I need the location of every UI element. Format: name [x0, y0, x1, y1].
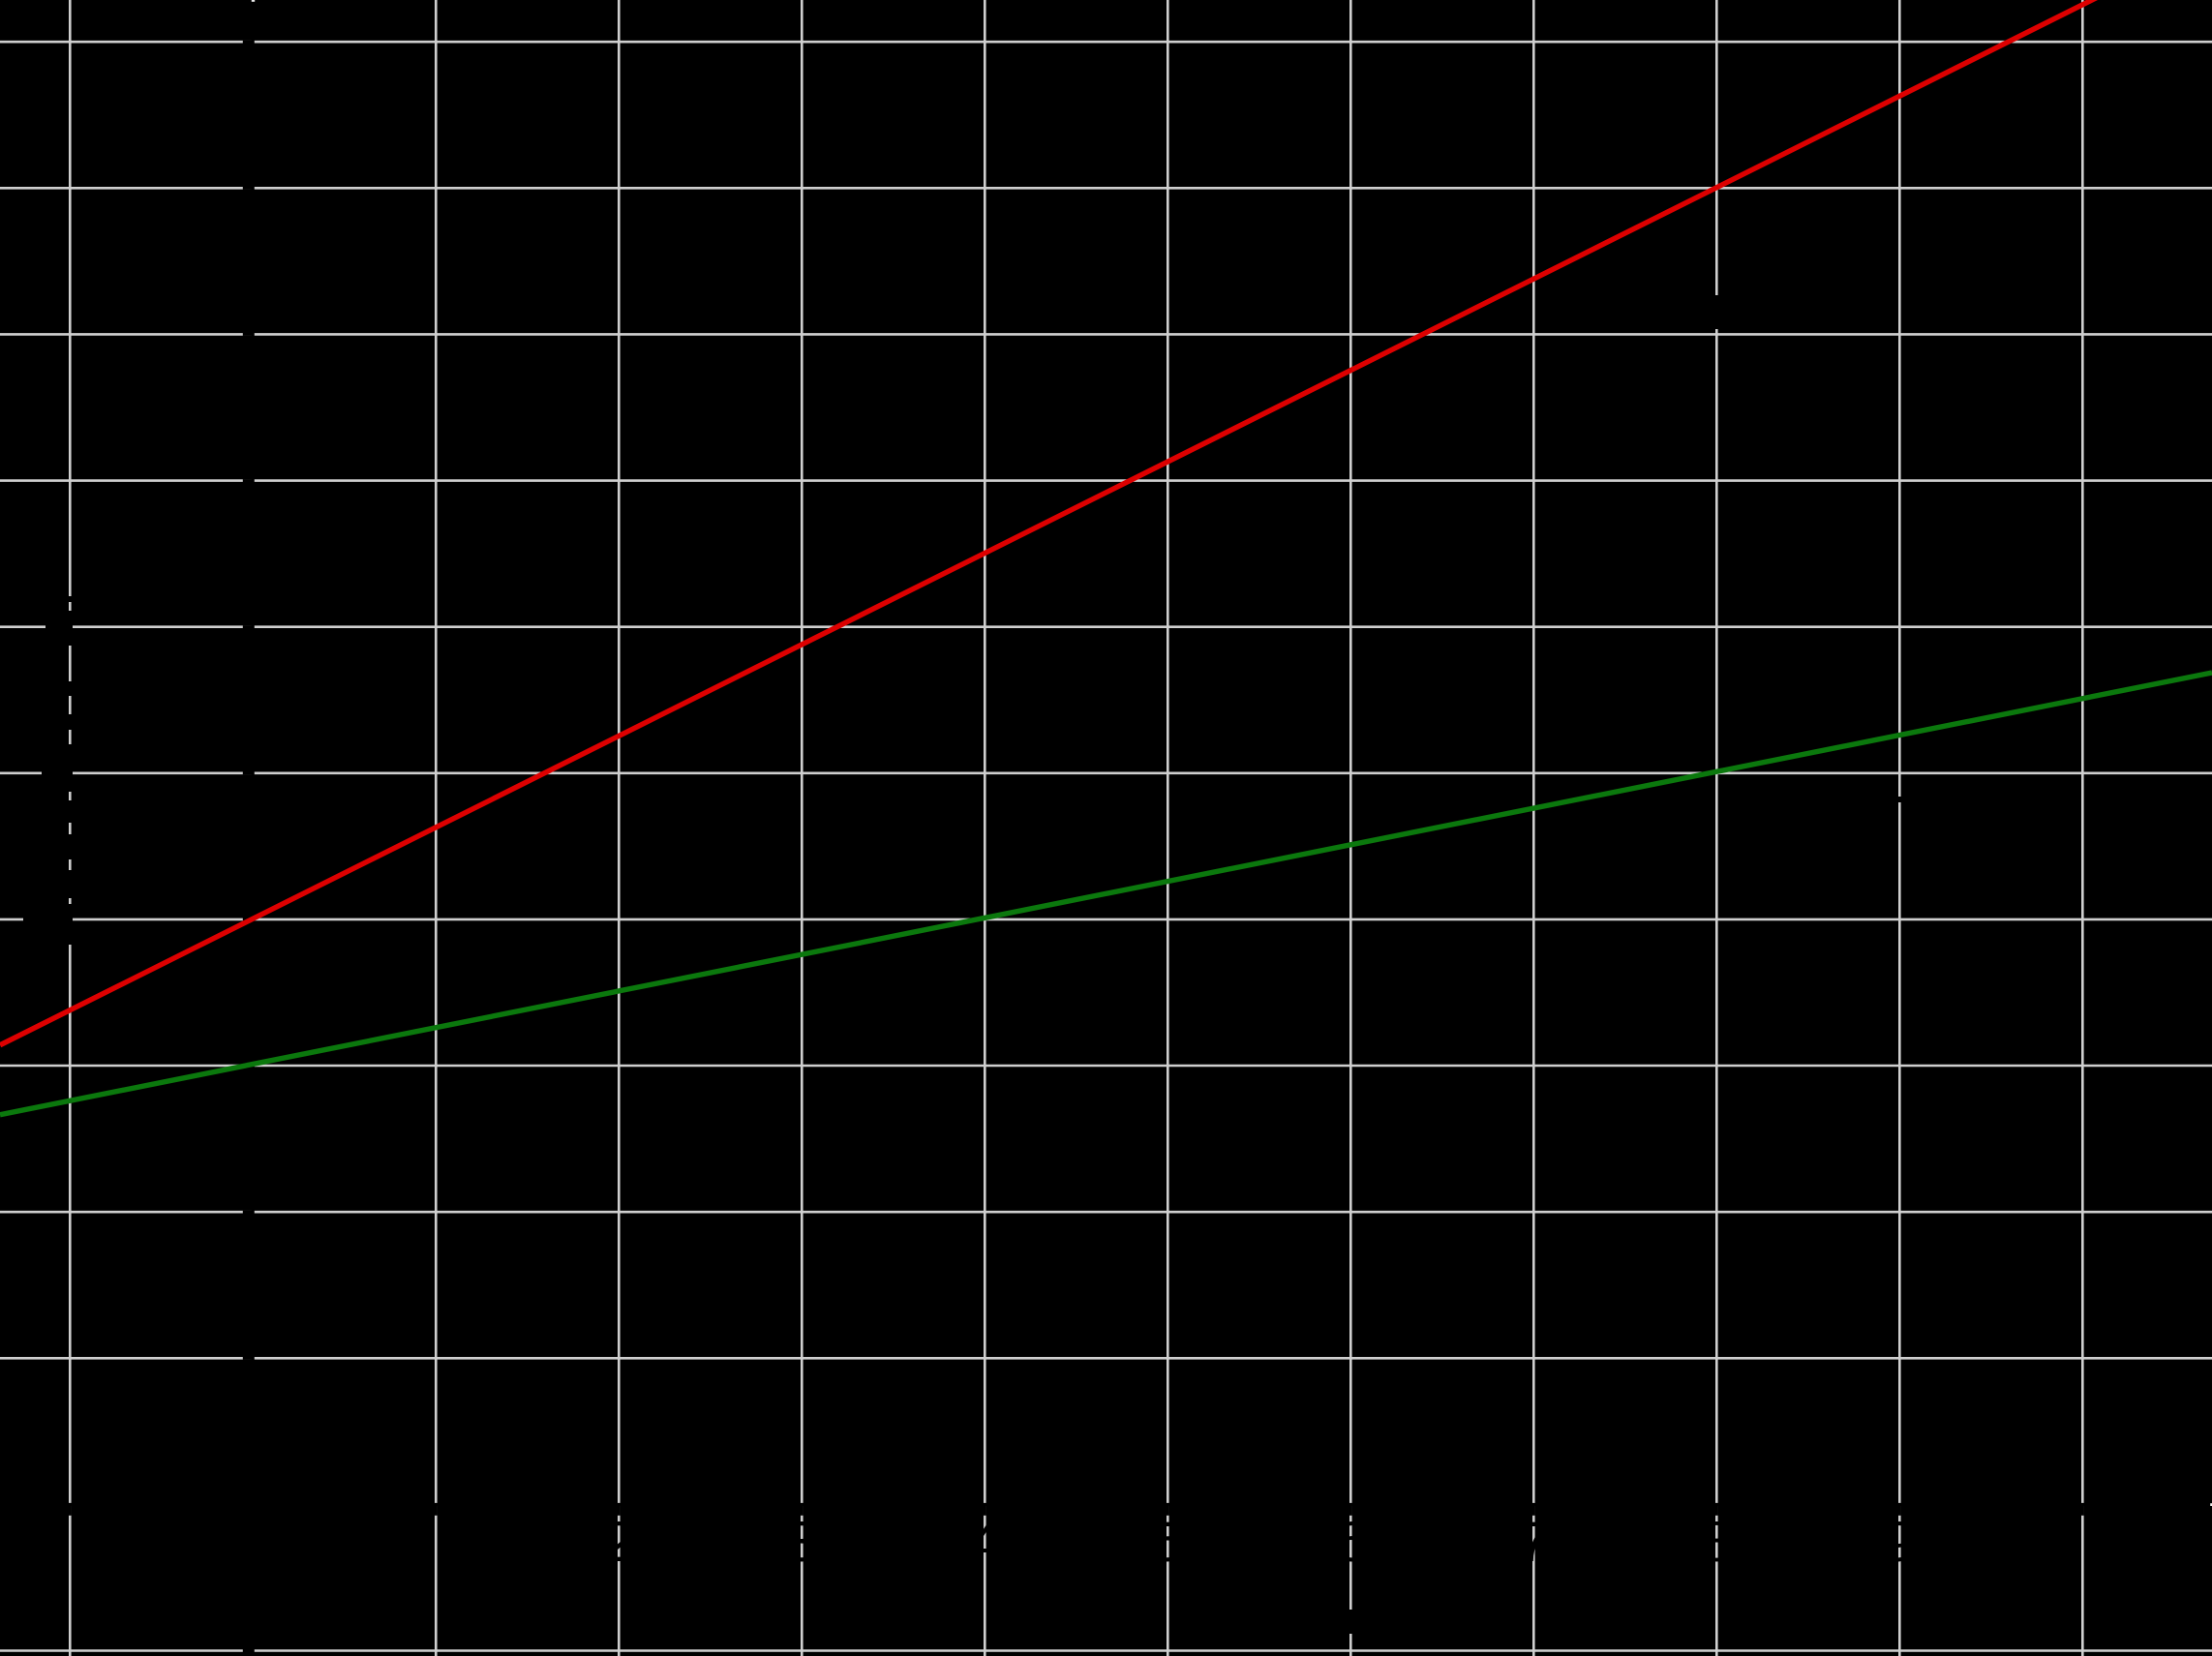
svg-text:3: 3	[786, 1511, 817, 1574]
svg-text:7: 7	[1518, 1511, 1549, 1574]
svg-text:8: 8	[1701, 1511, 1732, 1574]
svg-text:2: 2	[603, 1511, 634, 1574]
svg-text:5: 5	[1152, 1511, 1183, 1574]
svg-text:1: 1	[405, 1511, 436, 1574]
svg-text:6: 6	[1335, 1511, 1366, 1574]
svg-text:10: 10	[2051, 1511, 2114, 1574]
svg-text:4: 4	[969, 1511, 1000, 1574]
svg-text:9: 9	[1884, 1511, 1915, 1574]
